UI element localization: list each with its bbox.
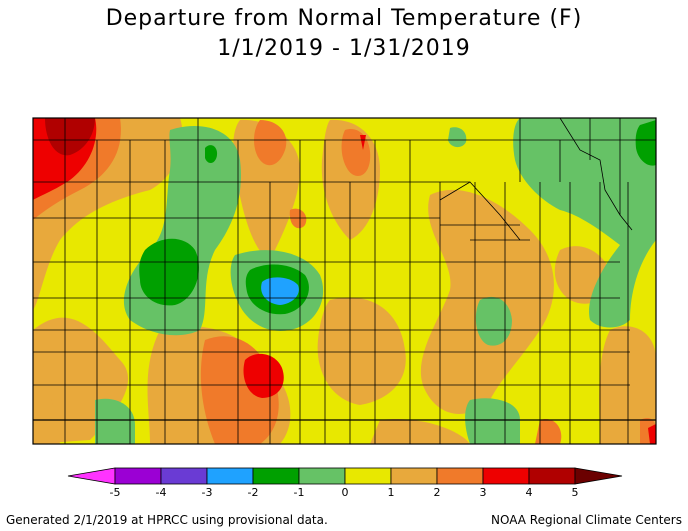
legend-cell <box>344 467 392 485</box>
legend-tick: -1 <box>294 486 305 499</box>
date-range: 1/1/2019 - 1/31/2019 <box>217 36 471 61</box>
county-boundaries <box>33 118 656 444</box>
legend-tick: 4 <box>526 486 533 499</box>
legend-cell <box>436 467 484 485</box>
legend-cell <box>482 467 530 485</box>
legend-tick: -5 <box>110 486 121 499</box>
legend-cell <box>160 467 208 485</box>
legend-tick: -4 <box>156 486 167 499</box>
generated-note: Generated 2/1/2019 at HPRCC using provis… <box>6 513 328 527</box>
legend-tick: 1 <box>388 486 395 499</box>
legend-cell <box>252 467 300 485</box>
legend-cell <box>67 467 116 485</box>
legend-tick: 0 <box>342 486 349 499</box>
legend-tick: -3 <box>202 486 213 499</box>
legend-cell <box>574 467 623 485</box>
legend-cell <box>528 467 576 485</box>
map-title: Departure from Normal Temperature (F) <box>105 6 583 31</box>
legend-cell <box>114 467 162 485</box>
legend-colorbar: -5 -4 -3 -2 -1 0 1 2 3 4 5 <box>67 467 623 499</box>
legend-tick: -2 <box>248 486 259 499</box>
legend-tick: 3 <box>480 486 487 499</box>
legend-cell <box>206 467 254 485</box>
legend-cell <box>298 467 346 485</box>
legend-cell <box>390 467 438 485</box>
contour-fill <box>33 118 656 444</box>
state-outline <box>32 117 657 445</box>
legend-tick: 5 <box>572 486 579 499</box>
legend-tick: 2 <box>434 486 441 499</box>
source-credit: NOAA Regional Climate Centers <box>491 513 682 527</box>
